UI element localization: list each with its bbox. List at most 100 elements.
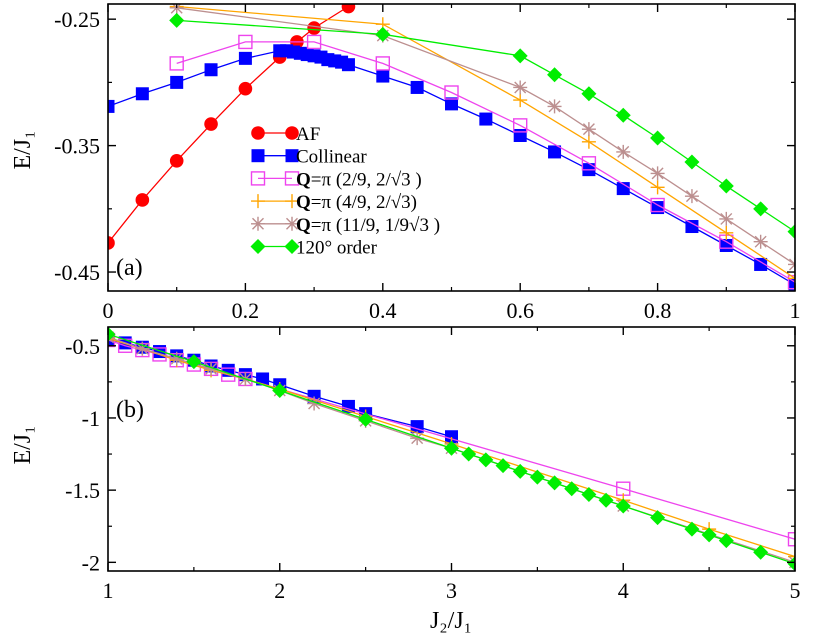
data-point-collinear [376, 69, 390, 83]
data-point-af [341, 4, 356, 14]
y-tick-label: -1.5 [65, 478, 100, 503]
data-point-q3 [135, 341, 150, 356]
data-point-af [169, 153, 184, 168]
data-point-order120 [753, 544, 769, 560]
data-point-q3 [616, 144, 631, 159]
panel-a-series [108, 4, 795, 291]
data-point-collinear [256, 372, 270, 386]
data-point-q3 [513, 80, 528, 95]
data-point-order120 [684, 521, 700, 537]
data-point-q2 [650, 180, 665, 195]
data-point-order120 [461, 446, 477, 462]
data-point-q1 [581, 156, 597, 171]
data-point-q1 [169, 56, 184, 71]
y-tick-label: -1 [82, 406, 100, 431]
legend-marker [284, 239, 300, 254]
legend-label: 120° order [296, 238, 378, 259]
y-tick-label: -0.25 [54, 7, 100, 32]
data-point-order120 [598, 492, 614, 508]
data-point-collinear [754, 257, 768, 271]
x-tick-label: 0.8 [644, 298, 672, 323]
y-tick-label: -0.5 [65, 334, 100, 359]
panel-a-series-q1 [169, 34, 795, 290]
data-point-q3 [410, 431, 425, 446]
data-point-collinear [685, 220, 699, 234]
data-point-af [135, 193, 150, 207]
series-line-q3 [176, 7, 795, 265]
data-point-collinear [719, 238, 733, 252]
legend-marker [285, 194, 299, 209]
data-point-order120 [108, 327, 116, 342]
legend-entry-q1: Q=π (2/9, 2/√3 ) [250, 169, 422, 190]
data-point-q3 [719, 211, 734, 226]
data-point-order120 [581, 486, 597, 502]
legend-entry-q2: Q=π (4/9, 2/√3) [251, 192, 417, 213]
legend-entry-order120: 120° order [250, 238, 378, 259]
data-point-collinear [204, 63, 218, 77]
data-point-order120 [272, 383, 288, 399]
data-point-q3 [169, 351, 184, 366]
panel-a-series-collinear [108, 44, 795, 291]
data-point-collinear [135, 87, 149, 101]
data-point-order120 [512, 463, 528, 479]
data-point-q1 [650, 197, 665, 213]
y-tick-label: -0.45 [54, 260, 100, 285]
series-line-q2 [176, 5, 795, 279]
x-tick-label: 0.4 [369, 298, 397, 323]
legend-label: Q=π (11/9, 1/9√3 ) [296, 215, 440, 236]
data-point-order120 [718, 178, 734, 194]
data-point-collinear [170, 75, 184, 89]
data-point-q2 [788, 271, 795, 286]
x-tick-label: 0 [103, 298, 114, 323]
legend-entry-af: AF [251, 124, 320, 145]
data-point-order120 [701, 527, 717, 543]
data-point-order120 [547, 67, 563, 83]
data-point-collinear [341, 58, 355, 72]
data-point-q2 [513, 93, 528, 108]
data-point-order120 [753, 201, 769, 217]
data-point-q1 [221, 367, 236, 382]
data-point-q3 [204, 361, 219, 376]
data-point-order120 [615, 498, 631, 514]
panel-b-series-order120 [108, 327, 795, 571]
data-point-af [307, 21, 321, 35]
x-tick-label: 2 [274, 578, 285, 603]
data-point-order120 [581, 86, 597, 102]
legend-label: AF [296, 124, 320, 145]
data-point-collinear [479, 112, 493, 126]
data-point-order120 [358, 411, 374, 427]
data-point-order120 [615, 107, 631, 123]
data-point-q1 [787, 274, 795, 290]
data-point-order120 [787, 224, 795, 240]
panel-b-ylabel: E/J₁ [10, 425, 36, 464]
panel-a-ylabel: E/J₁ [10, 130, 36, 169]
legend-marker [284, 171, 300, 186]
series-line-collinear [108, 339, 452, 438]
data-point-order120 [375, 26, 391, 42]
legend-marker [251, 149, 265, 163]
data-point-order120 [169, 12, 185, 28]
data-point-q1 [513, 118, 528, 133]
data-point-af [238, 81, 253, 96]
x-tick-label: 1 [790, 298, 801, 323]
x-tick-label: 1 [103, 578, 114, 603]
data-point-q1 [444, 85, 459, 100]
x-tick-label: 5 [790, 578, 801, 603]
data-point-collinear [548, 145, 562, 159]
data-point-q1 [238, 34, 253, 50]
panel-b: 1 2 3 4 5 -0.5 -1 -1.5 -2 (b) E/J₁ J₂/J₁ [10, 326, 801, 634]
legend-label: Q=π (4/9, 2/√3) [296, 192, 417, 213]
data-point-q2 [581, 134, 596, 149]
panel-b-series [108, 327, 795, 571]
data-point-q3 [547, 99, 562, 114]
data-point-q3 [684, 189, 699, 204]
data-point-q3 [581, 122, 596, 137]
y-tick-label: -0.35 [54, 134, 100, 159]
series-line-q1 [176, 41, 795, 283]
legend-marker [285, 216, 299, 231]
data-point-collinear [108, 99, 115, 113]
data-point-order120 [650, 130, 666, 146]
data-point-order120 [547, 475, 563, 491]
